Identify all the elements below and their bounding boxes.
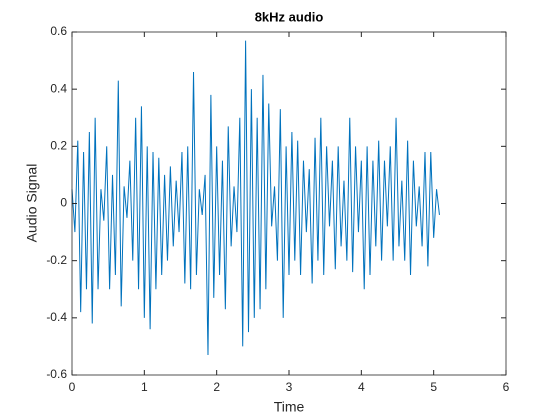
y-tick-label: 0.4 [50,81,67,95]
x-axis-label: Time [274,399,305,415]
x-tick-label: 2 [213,380,220,394]
y-tick-label: 0.6 [50,24,67,38]
x-tick-label: 3 [286,380,293,394]
chart-title: 8kHz audio [255,9,324,24]
y-tick-label: 0.2 [50,139,67,153]
signal-line [71,40,440,355]
x-tick-label: 6 [503,380,510,394]
y-tick-label: -0.6 [46,367,67,381]
y-axis-label: Audio Signal [24,164,40,243]
y-tick-label: -0.4 [46,310,67,324]
x-tick-label: 5 [430,380,437,394]
x-tick-label: 4 [358,380,365,394]
x-tick-label: 1 [141,380,148,394]
x-tick-label: 0 [69,380,76,394]
y-tick-label: -0.2 [46,253,67,267]
y-tick-label: 0 [60,196,67,210]
